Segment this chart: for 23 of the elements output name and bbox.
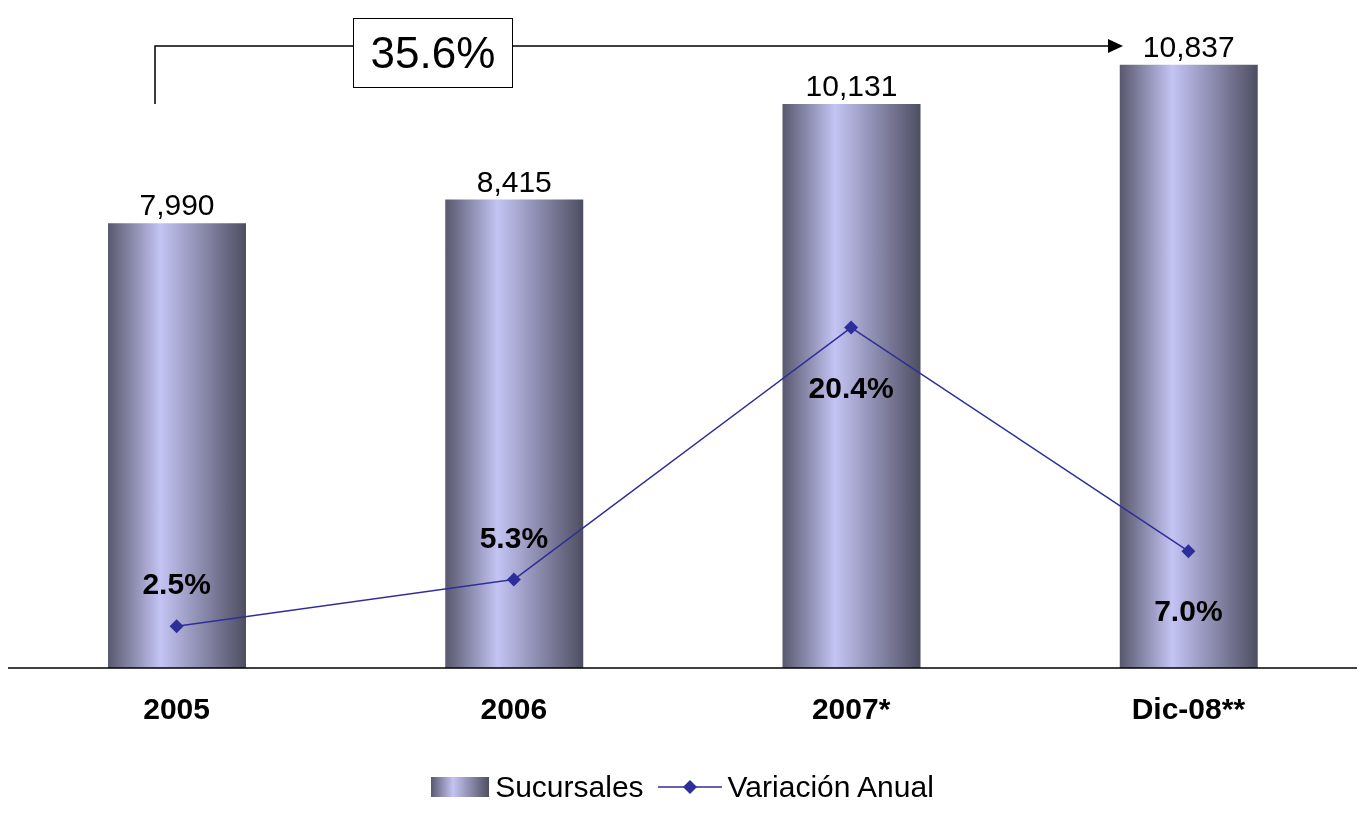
legend-label: Variación Anual <box>727 770 934 804</box>
legend-label: Sucursales <box>495 770 644 804</box>
point <box>1181 544 1196 559</box>
bar <box>1119 64 1258 668</box>
data-label: 7,990 <box>139 188 215 222</box>
x-tick-label: 2007* <box>811 692 891 726</box>
x-tick-label: Dic-08** <box>1131 692 1246 726</box>
point <box>506 572 521 587</box>
data-label: 5.3% <box>479 520 549 554</box>
data-label: 2.5% <box>142 567 211 601</box>
bar <box>445 199 584 668</box>
bar <box>782 104 921 668</box>
point <box>169 619 184 634</box>
bar <box>108 223 246 668</box>
data-label: 10,837 <box>1142 29 1235 63</box>
data-label: 8,415 <box>476 164 552 198</box>
x-tick-label: 2006 <box>480 692 548 726</box>
data-label: 20.4% <box>808 370 894 404</box>
data-label: 10,131 <box>805 69 898 103</box>
point <box>844 320 859 335</box>
annotation: 35.6% <box>353 18 513 88</box>
x-tick-label: 2005 <box>143 692 210 726</box>
data-label: 7.0% <box>1154 594 1223 628</box>
